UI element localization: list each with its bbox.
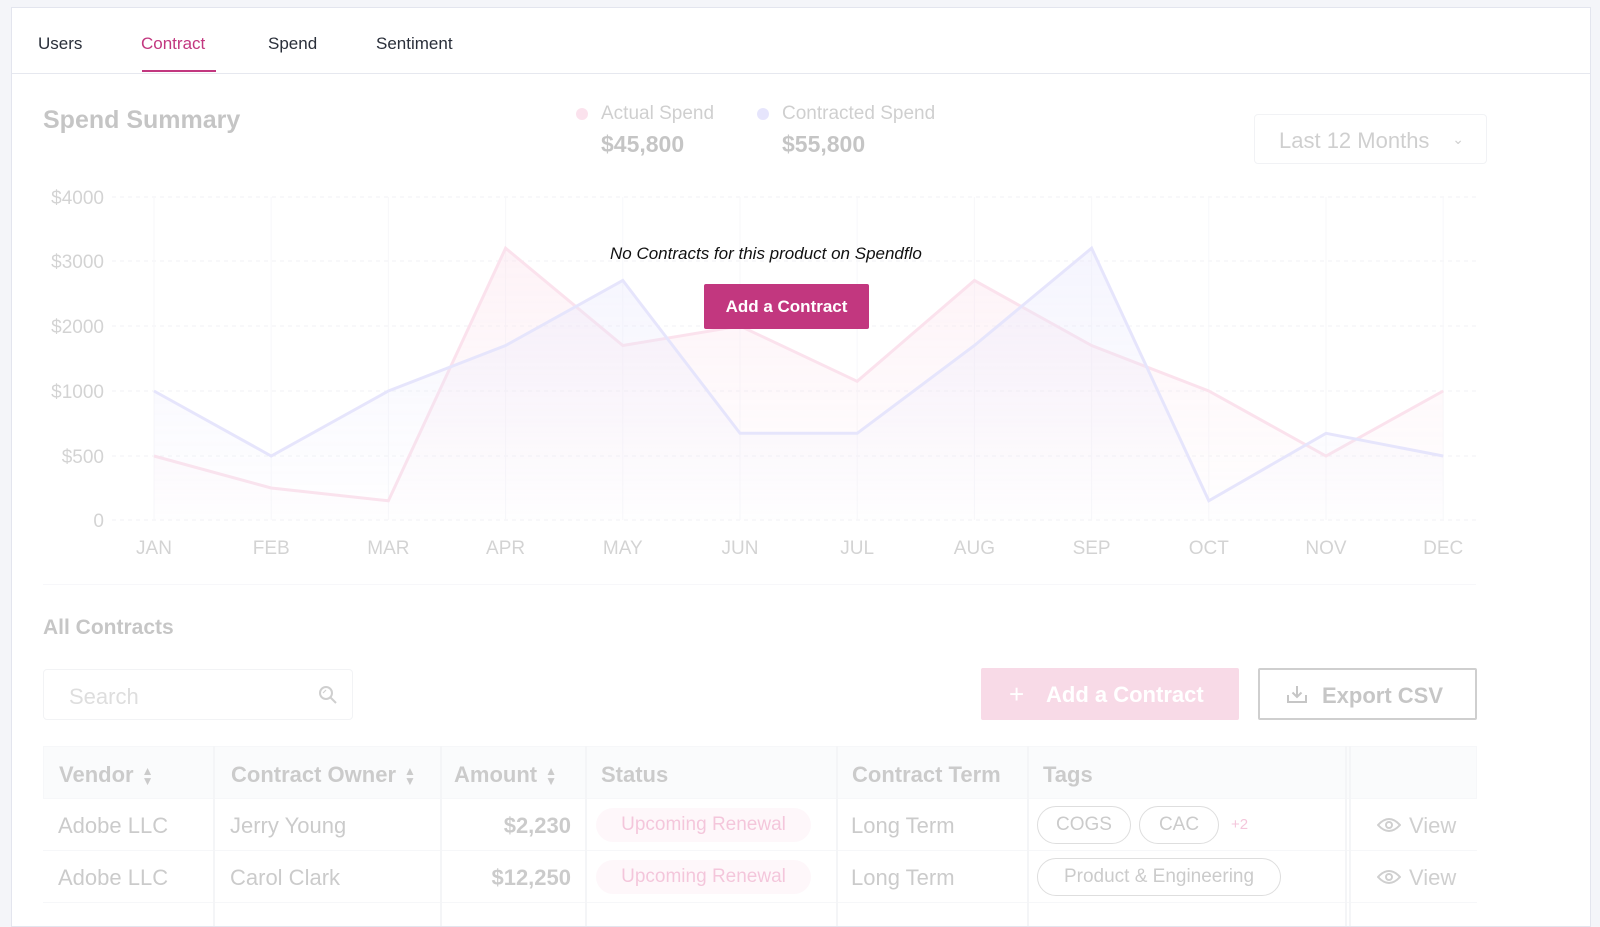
- actual-spend-value: $45,800: [601, 131, 685, 157]
- x-tick-label: APR: [486, 538, 525, 559]
- status-badge: Upcoming Renewal: [596, 860, 811, 894]
- table-row[interactable]: Adobe LLC Carol Clark $12,250 Upcoming R…: [43, 851, 1477, 903]
- x-tick-label: SEP: [1073, 538, 1111, 559]
- x-tick-label: FEB: [253, 538, 290, 559]
- table-header: Vendor ▲ ▼ Contract Owner ▲ ▼ Amount ▲ ▼ Statu…: [43, 746, 1477, 799]
- y-tick-label: 0: [93, 511, 104, 532]
- contract-panel: Users Contract Spend Sentiment Spend Sum…: [11, 7, 1591, 927]
- actual-spend-dot: [576, 108, 588, 120]
- tab-contract[interactable]: Contract: [141, 34, 206, 53]
- x-tick-label: MAY: [603, 538, 643, 559]
- col-contract-term: Contract Term: [852, 762, 1001, 787]
- series-area: [154, 248, 1444, 520]
- download-icon: [1287, 686, 1307, 703]
- section-divider: [43, 584, 1476, 585]
- column-separator: [1349, 746, 1351, 926]
- search-input[interactable]: Search: [69, 684, 139, 709]
- more-tags-count[interactable]: +2: [1231, 816, 1249, 833]
- column-separator: [213, 746, 215, 926]
- tab-bar: Users Contract Spend Sentiment: [12, 8, 1590, 74]
- period-value: Last 12 Months: [1279, 128, 1430, 153]
- table-row[interactable]: Adobe LLC Jerry Young $2,230 Upcoming Re…: [43, 799, 1477, 851]
- tag-chip[interactable]: CAC: [1139, 806, 1219, 844]
- term-cell: Long Term: [851, 813, 955, 838]
- empty-state-message: No Contracts for this product on Spendfl…: [610, 244, 922, 263]
- col-vendor-label: Vendor: [59, 762, 134, 787]
- eye-icon: [1377, 818, 1401, 832]
- x-tick-label: DEC: [1423, 538, 1463, 559]
- export-csv-label: Export CSV: [1322, 683, 1444, 708]
- x-tick-label: OCT: [1189, 538, 1230, 559]
- col-amount[interactable]: Amount ▲ ▼: [454, 762, 557, 788]
- col-owner-label: Contract Owner: [231, 762, 397, 787]
- y-tick-label: $500: [62, 447, 104, 468]
- x-tick-label: NOV: [1305, 538, 1347, 559]
- view-button[interactable]: View: [1377, 813, 1457, 839]
- y-tick-label: $1000: [51, 382, 104, 403]
- tag-chip[interactable]: COGS: [1037, 806, 1131, 844]
- y-tick-label: $3000: [51, 252, 104, 273]
- actual-spend-label: Actual Spend: [601, 103, 715, 124]
- owner-cell: Jerry Young: [230, 813, 347, 838]
- series-line: [153, 245, 1444, 503]
- add-contract-list-button[interactable]: + Add a Contract: [981, 668, 1239, 720]
- add-contract-button[interactable]: Add a Contract: [704, 284, 869, 329]
- export-csv-button[interactable]: Export CSV: [1258, 668, 1477, 720]
- tag-chip[interactable]: Product & Engineering: [1037, 858, 1281, 896]
- add-contract-label: Add a Contract: [1046, 682, 1204, 707]
- vendor-cell: Adobe LLC: [58, 813, 169, 838]
- x-tick-label: AUG: [954, 538, 995, 559]
- amount-cell: $2,230: [503, 813, 571, 838]
- spend-summary-title: Spend Summary: [43, 106, 241, 134]
- x-tick-label: MAR: [367, 538, 409, 559]
- col-amount-label: Amount: [454, 762, 538, 787]
- tab-users[interactable]: Users: [38, 34, 83, 53]
- owner-cell: Carol Clark: [230, 865, 341, 890]
- column-separator: [836, 746, 838, 926]
- col-tags: Tags: [1043, 762, 1093, 787]
- view-button[interactable]: View: [1377, 865, 1457, 891]
- col-contract-owner[interactable]: Contract Owner ▲ ▼: [231, 762, 416, 788]
- spend-line-chart: 0 $500 $1000 $2000 $3000 $4000 JAN FEB MAR APR MAY…: [51, 188, 1477, 559]
- x-tick-label: JUL: [840, 538, 874, 559]
- col-status: Status: [601, 762, 669, 787]
- amount-cell: $12,250: [491, 865, 571, 890]
- y-tick-label: $4000: [51, 188, 104, 209]
- chevron-down-icon: ⌄: [1452, 131, 1464, 147]
- view-label: View: [1409, 813, 1457, 838]
- y-tick-label: $2000: [51, 317, 104, 338]
- column-separator: [1345, 746, 1347, 926]
- sort-icon[interactable]: ▲ ▼: [141, 764, 154, 789]
- contracted-spend-label: Contracted Spend: [782, 103, 936, 124]
- term-cell: Long Term: [851, 865, 955, 890]
- column-separator: [1027, 746, 1029, 926]
- column-separator: [440, 746, 442, 926]
- contracted-spend-value: $55,800: [782, 131, 866, 157]
- sort-icon[interactable]: ▲ ▼: [545, 764, 557, 789]
- all-contracts-title: All Contracts: [43, 616, 174, 639]
- search-icon: [319, 686, 337, 704]
- contracted-spend-dot: [757, 108, 769, 120]
- status-badge: Upcoming Renewal: [596, 808, 811, 842]
- vendor-cell: Adobe LLC: [58, 865, 169, 890]
- eye-icon: [1377, 870, 1401, 884]
- column-separator: [585, 746, 587, 926]
- period-dropdown[interactable]: Last 12 Months ⌄: [1254, 114, 1487, 164]
- x-tick-label: JUN: [722, 538, 759, 559]
- tab-spend[interactable]: Spend: [268, 34, 318, 53]
- search-box[interactable]: Search: [43, 669, 353, 720]
- x-tick-label: JAN: [136, 538, 172, 559]
- col-vendor[interactable]: Vendor ▲ ▼: [59, 762, 153, 788]
- sort-icon[interactable]: ▲ ▼: [404, 764, 416, 789]
- view-label: View: [1409, 865, 1457, 890]
- plus-icon: +: [1009, 679, 1025, 709]
- active-tab-indicator: [142, 70, 216, 72]
- tab-sentiment[interactable]: Sentiment: [376, 34, 453, 53]
